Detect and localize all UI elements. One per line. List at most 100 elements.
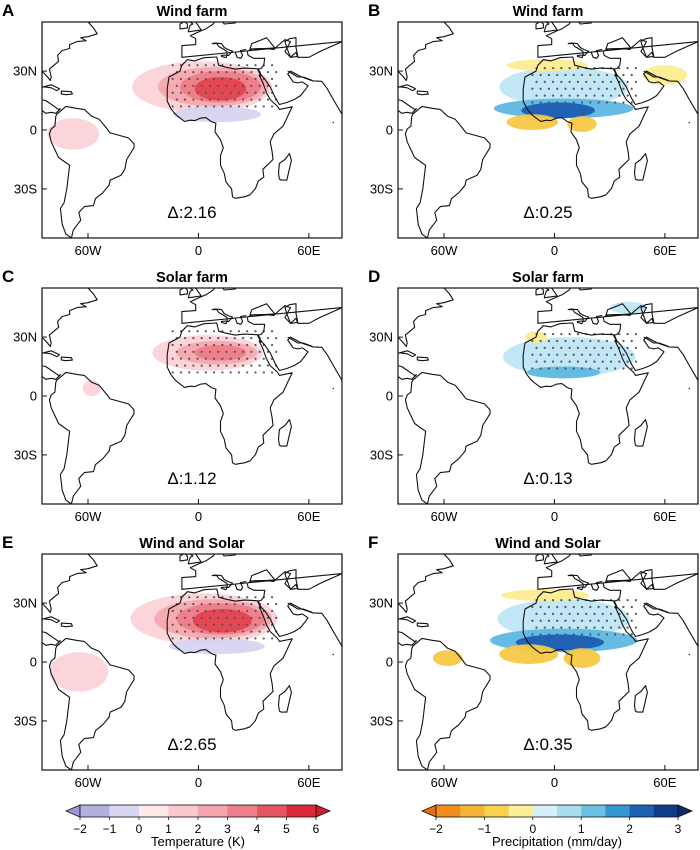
coast-hispaniola [60, 90, 73, 96]
coast-britain [543, 288, 558, 299]
anomaly-region-7 [567, 116, 597, 132]
lat-tick-label: 0 [386, 123, 393, 138]
coast-southam [48, 371, 135, 504]
colorbar-tick-label: 4 [254, 822, 261, 836]
colorbar-over-arrow [677, 804, 694, 818]
colorbar-segment [605, 805, 630, 817]
coast-maldives [688, 653, 691, 656]
coast-maldives [332, 653, 335, 656]
significance-stipple [171, 64, 278, 108]
lon-tick-label: 0 [195, 509, 202, 524]
significance-stipple [531, 333, 637, 370]
anomaly-region-3 [521, 102, 595, 119]
colorbar-segment [198, 805, 228, 817]
panel-letter-f: F [368, 533, 378, 552]
panel-letter-d: D [368, 267, 380, 286]
coast-northam [398, 554, 417, 646]
coast-arabia_sea_iran [643, 70, 669, 82]
coast-caspian [640, 37, 655, 58]
lat-tick-label: 30N [369, 596, 393, 611]
colorbar-tick-label: −1 [103, 822, 117, 836]
anomaly-region-5 [642, 65, 687, 85]
delta-value-f: Δ:0.35 [523, 735, 572, 754]
delta-value-d: Δ:0.13 [523, 469, 572, 488]
coast-cuba [398, 84, 417, 92]
colorbar-tick-label: 5 [283, 822, 290, 836]
lat-tick-label: 0 [386, 389, 393, 404]
coast-greece [234, 580, 247, 591]
coast-ireland [179, 22, 188, 30]
anomaly-region-1 [499, 67, 629, 107]
coast-usa [42, 554, 98, 614]
panel-letter-e: E [2, 533, 13, 552]
coast-srilanka [346, 377, 349, 384]
colorbar-tick-label: 0 [136, 822, 143, 836]
panel-title-d: Solar farm [512, 270, 584, 286]
coast-ireland [535, 554, 544, 562]
delta-value-a: Δ:2.16 [167, 203, 216, 222]
lon-tick-label: 60E [297, 509, 320, 524]
lat-tick-label: 30S [14, 181, 37, 196]
coast-usa [42, 22, 98, 82]
colorbar-under-arrow [64, 804, 81, 818]
anomaly-region-6 [506, 114, 559, 130]
coast-hispaniola [416, 622, 429, 628]
coast-arabia_sea_iran [643, 336, 669, 348]
coast-sicily [220, 54, 228, 59]
anomaly-region-4 [194, 76, 247, 101]
coast-northam [42, 22, 61, 114]
coast-africa [522, 322, 649, 465]
coastlines [42, 288, 349, 504]
anomaly-region-5 [499, 644, 559, 664]
panel-a: A Wind farm 30N 0 30S 60W 0 60E Δ:2.16 [2, 1, 349, 258]
coast-hispaniola [60, 356, 73, 362]
panel-letter-c: C [2, 267, 14, 286]
coast-maldives [332, 387, 335, 390]
delta-value-b: Δ:0.25 [523, 203, 572, 222]
colorbar-segment [80, 805, 110, 817]
coast-britain [187, 22, 202, 33]
lon-tick-label: 60W [431, 243, 458, 258]
colorbar-segment [109, 805, 140, 817]
coast-srilanka [346, 111, 349, 118]
colorbar-tick-label: 2 [626, 822, 633, 836]
coast-hispaniola [416, 356, 429, 362]
coast-caspian [640, 569, 655, 590]
coast-southam [48, 637, 135, 770]
lat-tick-label: 30N [13, 64, 37, 79]
coast-cuba [398, 616, 417, 624]
coast-blacksea [605, 303, 632, 316]
coast-madagascar [633, 153, 648, 181]
coast-srilanka [346, 643, 349, 650]
coast-ireland [179, 288, 188, 296]
coast-sicily [576, 320, 584, 325]
coast-sicily [576, 54, 584, 59]
coast-northam [42, 554, 61, 646]
significance-stipple [171, 330, 278, 374]
colorbar-segment [286, 805, 317, 817]
anomaly-region-4 [501, 589, 590, 602]
coast-cuba [42, 84, 61, 92]
lon-tick-label: 60W [75, 509, 102, 524]
lat-tick-label: 30S [370, 447, 393, 462]
anomaly-region-5 [172, 106, 262, 123]
panel-b: B Wind farm 30N 0 30S 60W 0 60E Δ:0.25 [368, 1, 699, 258]
coast-italy [211, 308, 234, 322]
coast-africa [166, 588, 293, 731]
coast-usa [398, 288, 454, 348]
coast-greece [590, 48, 603, 59]
colorbar-tick-label: −1 [478, 822, 492, 836]
colorbar-tick-label: 1 [165, 822, 172, 836]
significance-stipple [531, 599, 637, 636]
coast-africa [522, 588, 649, 731]
lon-tick-label: 60E [653, 509, 676, 524]
coast-southam [404, 105, 491, 238]
delta-value-c: Δ:1.12 [167, 469, 216, 488]
coast-greece [590, 314, 603, 325]
coastlines [42, 554, 349, 770]
coast-caspian [284, 303, 299, 324]
coast-sicily [220, 320, 228, 325]
colorbar-segment [139, 805, 169, 817]
coast-arabia_sea_iran [287, 602, 313, 614]
